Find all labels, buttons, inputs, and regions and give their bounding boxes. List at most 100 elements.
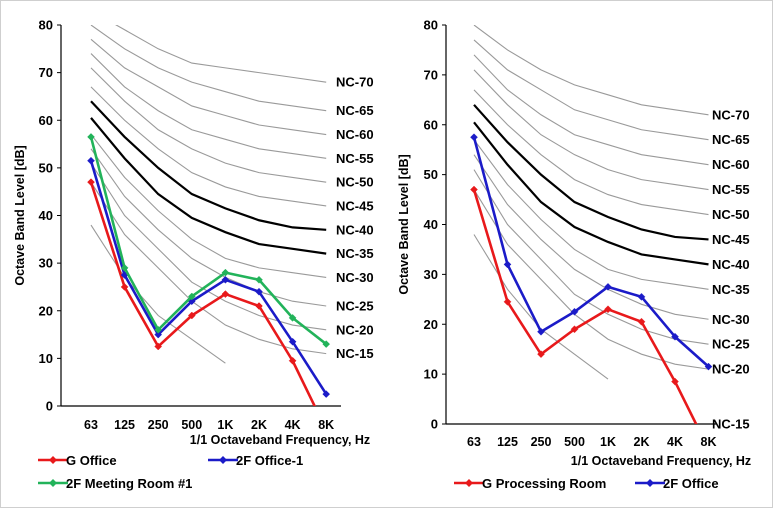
x-tick-label: 250 (531, 435, 552, 449)
y-tick-label: 20 (424, 317, 438, 332)
chart-panel-left: 0 10 20 30 40 50 60 70 80 63 125 250 500 1K 2K 4K 8K1/1 … (13, 18, 374, 492)
nc-curve (90, 117, 327, 255)
y-tick-label: 40 (424, 217, 438, 232)
data-point (120, 264, 129, 272)
nc-curve (473, 139, 709, 290)
y-tick-label: 70 (39, 65, 53, 80)
nc-curve-label: NC-20 (336, 322, 374, 337)
nc-curve (473, 69, 709, 191)
series-line (89, 136, 327, 346)
data-point (288, 356, 297, 365)
x-tick-label: 2K (251, 418, 267, 432)
x-tick-label: 125 (114, 418, 135, 432)
y-tick-label: 10 (39, 351, 53, 366)
legend-label: G Office (66, 453, 117, 468)
x-tick-label: 1K (217, 418, 233, 432)
data-point (704, 362, 713, 371)
y-tick-label: 40 (39, 208, 53, 223)
x-tick-label: 4K (667, 435, 683, 449)
data-point (154, 330, 163, 339)
data-point (120, 283, 129, 291)
series-line (472, 189, 698, 424)
nc-curve-label: NC-70 (336, 75, 374, 90)
legend-label: 2F Meeting Room #1 (66, 476, 192, 491)
nc-curve (90, 134, 327, 278)
series-line (89, 160, 328, 395)
y-tick-label: 80 (424, 18, 438, 33)
nc-curve (473, 189, 709, 370)
data-point (570, 325, 579, 334)
data-point (671, 377, 679, 386)
data-point (288, 337, 297, 346)
y-tick-label: 80 (39, 18, 53, 33)
nc-curve (90, 25, 327, 112)
data-point (255, 287, 263, 296)
nc-curve-label: NC-45 (712, 232, 750, 247)
nc-curve-label: NC-15 (336, 346, 374, 361)
x-tick-label: 500 (564, 435, 585, 449)
y-axis-title: Octave Band Level [dB] (13, 145, 27, 285)
y-tick-label: 10 (424, 367, 438, 382)
nc-curve (473, 154, 709, 320)
data-point (221, 290, 230, 298)
nc-curve-label: NC-20 (712, 362, 750, 377)
nc-curve-label: NC-50 (712, 207, 750, 222)
nc-curve (90, 224, 226, 364)
data-point (255, 302, 263, 310)
legend-swatch-marker (465, 479, 473, 487)
data-point (637, 292, 646, 301)
legend-item: G Office (38, 453, 117, 468)
data-point (503, 297, 512, 306)
y-tick-label: 50 (424, 167, 438, 182)
y-tick-label: 70 (424, 67, 438, 82)
nc-curve-label: NC-30 (712, 312, 750, 327)
data-point (470, 185, 478, 194)
chart-panel-right: 0 10 20 30 40 50 60 70 80 63 125 250 500 1K 2K 4K 8K 1/1 … (397, 18, 751, 492)
data-point (604, 282, 612, 291)
legend-swatch-marker (49, 479, 57, 487)
data-point (87, 156, 95, 165)
nc-curve (473, 54, 709, 166)
data-point (154, 342, 163, 351)
y-tick-label: 50 (39, 160, 53, 175)
data-point (470, 133, 478, 142)
legend-item: G Processing Room (454, 476, 606, 491)
legend-swatch-marker (646, 479, 654, 487)
legend-swatch-marker (49, 456, 57, 464)
y-tick-label: 0 (431, 417, 438, 432)
nc-curve-label: NC-30 (336, 270, 374, 285)
nc-curve-label: NC-25 (336, 298, 374, 313)
data-point (255, 275, 263, 284)
nc-curve (473, 39, 709, 141)
data-point (604, 305, 612, 314)
nc-curve-label: NC-25 (712, 337, 750, 352)
x-tick-label: 63 (84, 418, 98, 432)
nc-curve-label: NC-40 (336, 222, 374, 237)
data-point (570, 307, 579, 316)
data-point (87, 133, 95, 141)
nc-curve-label: NC-60 (712, 157, 750, 172)
nc-curve-label: NC-45 (336, 198, 374, 213)
y-tick-label: 60 (39, 113, 53, 128)
nc-curve (473, 25, 709, 116)
data-point (221, 268, 230, 277)
x-tick-label: 8K (318, 418, 334, 432)
x-tick-label: 8K (701, 435, 717, 449)
nc-curve-label: NC-65 (712, 132, 750, 147)
y-tick-label: 0 (46, 399, 53, 414)
x-tick-label: 2K (634, 435, 650, 449)
nc-curve (90, 38, 327, 136)
data-point (503, 260, 512, 269)
nc-curve-label: NC-65 (336, 103, 374, 118)
x-tick-label: 1K (600, 435, 616, 449)
legend-label: 2F Office (663, 476, 719, 491)
x-tick-label: 125 (497, 435, 518, 449)
x-axis-title: 1/1 Octaveband Frequency, Hz (571, 454, 751, 468)
data-series (470, 133, 713, 424)
y-tick-label: 30 (39, 256, 53, 271)
legend-swatch-marker (219, 456, 227, 464)
data-point (187, 292, 196, 301)
nc-curve (90, 100, 327, 231)
y-tick-label: 20 (39, 303, 53, 318)
data-point (187, 311, 196, 320)
